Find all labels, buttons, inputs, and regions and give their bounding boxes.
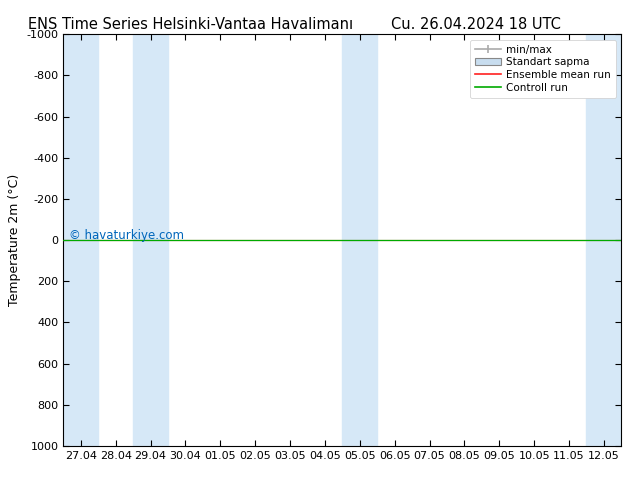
Y-axis label: Temperature 2m (°C): Temperature 2m (°C)	[8, 174, 21, 306]
Text: © havaturkiye.com: © havaturkiye.com	[69, 229, 184, 243]
Text: Cu. 26.04.2024 18 UTC: Cu. 26.04.2024 18 UTC	[391, 17, 560, 32]
Text: ENS Time Series Helsinki-Vantaa Havalimanı: ENS Time Series Helsinki-Vantaa Havalima…	[28, 17, 353, 32]
Legend: min/max, Standart sapma, Ensemble mean run, Controll run: min/max, Standart sapma, Ensemble mean r…	[470, 40, 616, 98]
Bar	[133, 34, 168, 446]
Bar	[63, 34, 98, 446]
Bar	[342, 34, 377, 446]
Bar	[586, 34, 621, 446]
